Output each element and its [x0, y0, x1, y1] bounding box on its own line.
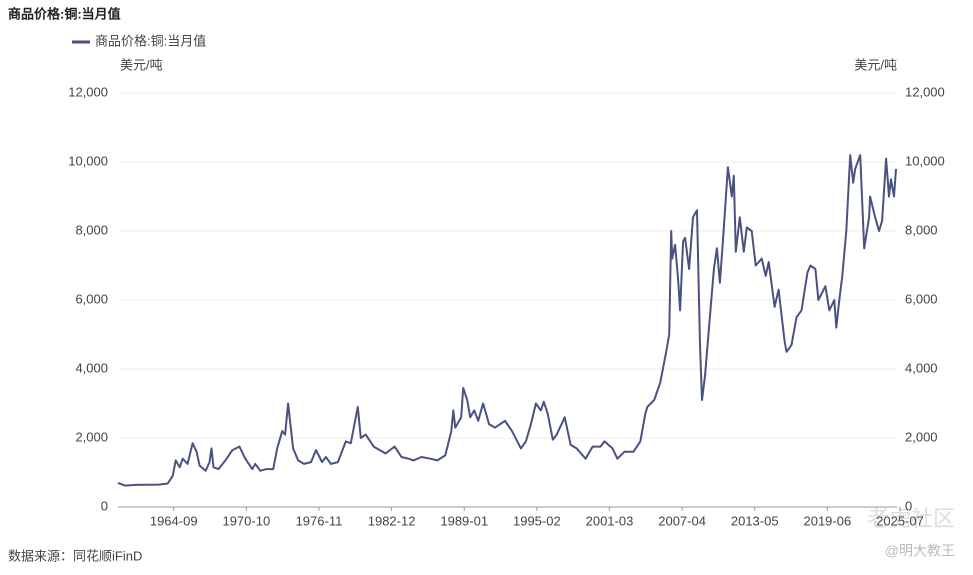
x-tick-label: 1995-02: [513, 513, 561, 528]
x-tick-label: 2025-07: [876, 513, 924, 528]
y2-tick-label: 12,000: [905, 84, 945, 99]
x-tick-label: 2001-03: [586, 513, 634, 528]
x-tick-label: 1970-10: [222, 513, 270, 528]
y2-tick-label: 4,000: [905, 360, 938, 375]
y-unit: 美元/吨: [120, 57, 163, 72]
y-tick-label: 0: [101, 498, 108, 513]
source: 数据来源：同花顺iFinD: [8, 548, 142, 563]
y-tick-label: 2,000: [75, 429, 108, 444]
y2-tick-label: 8,000: [905, 222, 938, 237]
y2-unit: 美元/吨: [854, 57, 897, 72]
y2-tick-label: 2,000: [905, 429, 938, 444]
x-tick-label: 1982-12: [368, 513, 416, 528]
x-tick-label: 1989-01: [440, 513, 488, 528]
chart-title: 商品价格:铜:当月值: [8, 6, 121, 21]
x-tick-label: 1976-11: [296, 513, 343, 528]
y-tick-label: 8,000: [75, 222, 108, 237]
x-tick-label: 2013-05: [731, 513, 779, 528]
x-tick-label: 2019-06: [803, 513, 851, 528]
y-tick-label: 4,000: [75, 360, 108, 375]
legend-label: 商品价格:铜:当月值: [95, 33, 206, 48]
x-tick-label: 1964-09: [150, 513, 198, 528]
y2-tick-label: 6,000: [905, 291, 938, 306]
y2-tick-label: 10,000: [905, 153, 945, 168]
y2-tick-label: 0: [905, 498, 912, 513]
y-tick-label: 12,000: [68, 84, 108, 99]
y-tick-label: 10,000: [68, 153, 108, 168]
watermark: @明大教王: [885, 543, 955, 559]
line-series: [117, 154, 897, 487]
y-tick-label: 6,000: [75, 291, 108, 306]
watermark: 老虎社区: [867, 506, 955, 531]
x-tick-label: 2007-04: [658, 513, 706, 528]
